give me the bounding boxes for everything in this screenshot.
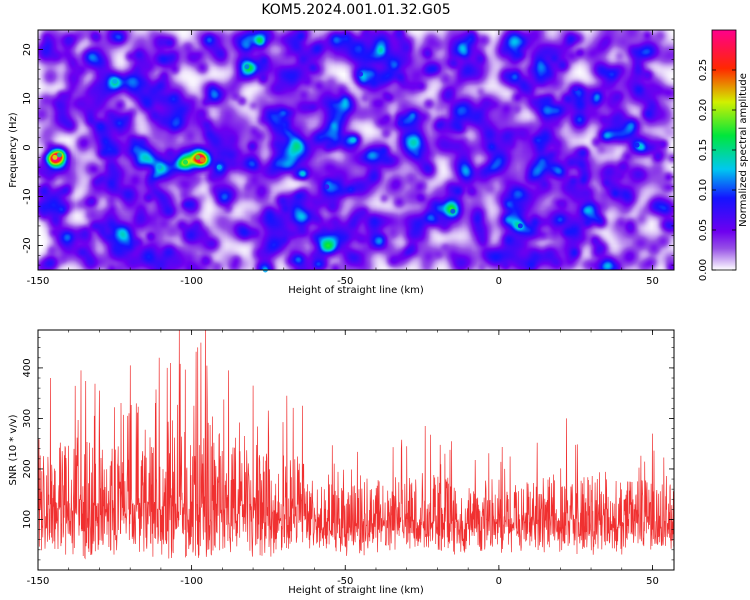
heatmap-canvas	[38, 30, 674, 270]
heatmap-hotspot	[112, 78, 118, 84]
heatmap-hotspot	[358, 71, 364, 77]
colorbar-tick-label: 0.00	[698, 259, 709, 281]
colorbar-tick-label: 0.05	[698, 219, 709, 241]
snr-series-line	[38, 330, 674, 560]
snr-x-tick-label: 0	[496, 576, 502, 587]
snr-y-axis-label: SNR (10 * v/v)	[8, 414, 19, 485]
colorbar-tick-label: 0.10	[698, 179, 709, 201]
heatmap-x-ticks: -150 -100 -50 0 50	[27, 30, 659, 287]
heatmap-y-tick-label: -10	[22, 188, 33, 204]
heatmap-hotspot	[216, 164, 222, 170]
snr-x-tick-label: -50	[337, 576, 353, 587]
colorbar-tick-label: 0.15	[698, 139, 709, 161]
colorbar-label: Normalized spectral amplitude	[738, 73, 749, 227]
heatmap-plot-area	[38, 30, 674, 270]
heatmap-x-tick-label: 0	[496, 276, 502, 287]
heatmap-hotspot	[195, 154, 201, 160]
snr-panel: -150 -100 -50 0 50 100 200 300 400 Height of st…	[8, 329, 675, 596]
heatmap-hotspot	[634, 142, 640, 148]
heatmap-x-axis-label: Height of straight line (km)	[288, 285, 424, 296]
heatmap-y-tick-label: 10	[22, 92, 33, 105]
snr-x-tick-label: 50	[646, 576, 659, 587]
heatmap-y-ticks: -20 -10 0 10 20	[22, 29, 674, 266]
heatmap-x-tick-label: 50	[646, 276, 659, 287]
heatmap-x-tick-label: -100	[180, 276, 203, 287]
heatmap-hotspot	[156, 164, 162, 170]
heatmap-y-axis-label: Frequency (Hz)	[8, 112, 19, 188]
heatmap-y-tick-label: 20	[22, 43, 33, 56]
heatmap-hotspot	[182, 159, 188, 165]
heatmap-x-tick-label: -150	[27, 276, 50, 287]
snr-x-ticks: -150 -100 -50 0 50	[27, 330, 659, 587]
snr-x-tick-label: -100	[180, 576, 203, 587]
snr-y-tick-label: 300	[22, 409, 33, 428]
heatmap-hotspot	[57, 152, 63, 158]
heatmap-y-tick-label: -20	[22, 237, 33, 253]
colorbar-tick-label: 0.20	[698, 99, 709, 121]
snr-x-axis-label: Height of straight line (km)	[288, 585, 424, 596]
heatmap-hotspots	[52, 37, 640, 273]
heatmap-hotspot	[517, 223, 523, 229]
heatmap-hotspot	[66, 37, 72, 43]
snr-y-tick-label: 200	[22, 459, 33, 478]
snr-y-tick-label: 400	[22, 358, 33, 377]
heatmap-hotspot	[244, 64, 250, 70]
colorbar-tick-label: 0.25	[698, 59, 709, 81]
heatmap-y-tick-label: 0	[22, 144, 33, 150]
heatmap-hotspot	[52, 154, 58, 160]
heatmap-hotspot	[199, 157, 205, 163]
figure-title: KOM5.2024.001.01.32.G05	[261, 2, 450, 18]
heatmap-hotspot	[324, 184, 330, 190]
heatmap-hotspot	[398, 120, 404, 126]
heatmap-hotspot	[450, 208, 456, 214]
heatmap-hotspot	[573, 86, 579, 92]
snr-y-ticks: 100 200 300 400	[22, 337, 674, 571]
snr-y-tick-label: 100	[22, 510, 33, 529]
colorbar: 0.00 0.05 0.10 0.15 0.20 0.25 Normalized spec…	[698, 29, 749, 281]
colorbar-ticks: 0.00 0.05 0.10 0.15 0.20 0.25	[698, 59, 736, 281]
heatmap-frame	[37, 29, 675, 271]
snr-frame	[37, 329, 675, 571]
snr-x-tick-label: -150	[27, 576, 50, 587]
heatmap-x-tick-label: -50	[337, 276, 353, 287]
